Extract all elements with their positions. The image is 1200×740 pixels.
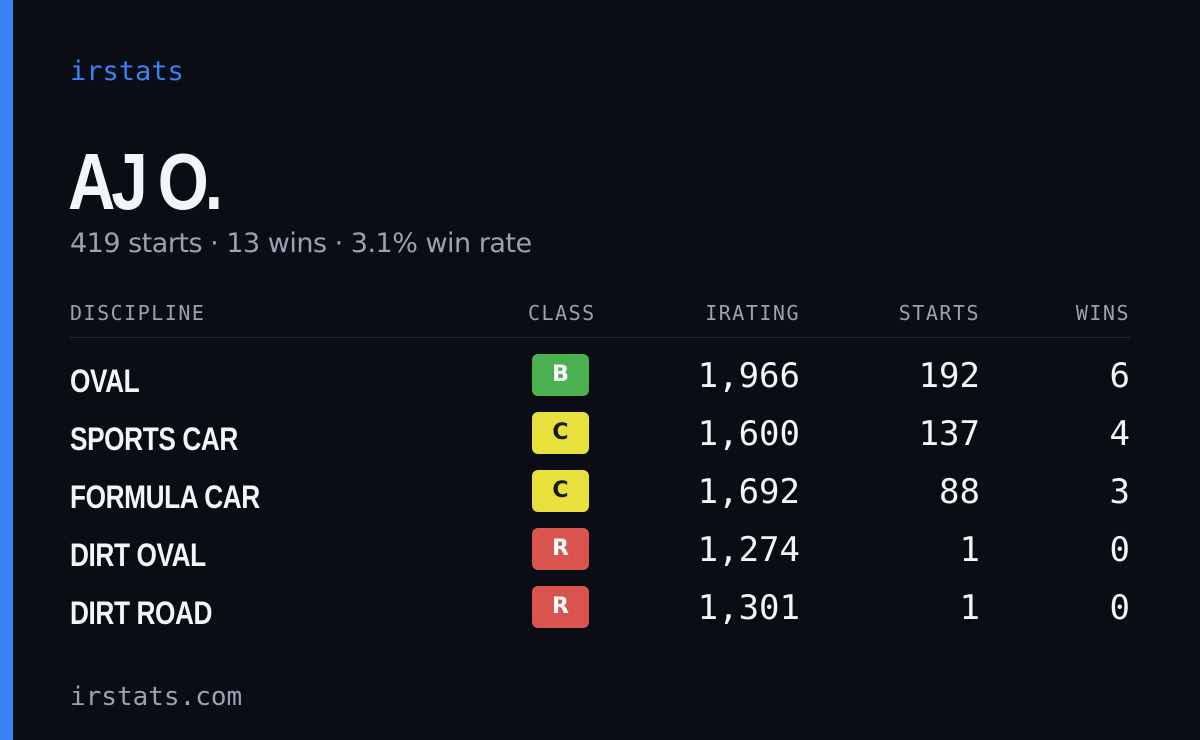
irating-value: 1,274 [697,530,800,570]
column-header: DISCIPLINE [70,301,206,325]
discipline-name: DIRT OVAL [70,537,206,573]
discipline-name: FORMULA CAR [70,479,260,515]
column-header: CLASS [528,301,596,325]
class-badge: C [532,412,589,454]
accent-bar [0,0,13,740]
class-badge: B [532,354,589,396]
class-badge: R [532,586,589,628]
wins-value: 4 [1109,414,1130,454]
wins-value: 6 [1109,356,1130,396]
discipline-name: SPORTS CAR [70,421,238,457]
driver-summary: 419 starts · 13 wins · 3.1% win rate [70,228,532,259]
starts-value: 137 [918,414,980,454]
starts-value: 1 [959,530,980,570]
header-rule [70,337,1130,338]
irating-value: 1,301 [697,588,800,628]
column-header: STARTS [898,301,980,325]
class-badge: R [532,528,589,570]
wins-value: 0 [1109,530,1130,570]
brand: irstats [70,56,184,87]
wins-value: 0 [1109,588,1130,628]
starts-value: 88 [939,472,980,512]
irating-value: 1,966 [697,356,800,396]
wins-value: 3 [1109,472,1130,512]
column-header: WINS [1075,301,1130,325]
class-badge: C [532,470,589,512]
irating-value: 1,600 [697,414,800,454]
irating-value: 1,692 [697,472,800,512]
starts-value: 1 [959,588,980,628]
discipline-name: OVAL [70,363,140,399]
discipline-name: DIRT ROAD [70,595,213,631]
column-header: IRATING [705,301,800,325]
starts-value: 192 [918,356,980,396]
driver-name: AJ O. [68,137,223,226]
footer: irstats.com [70,682,243,712]
